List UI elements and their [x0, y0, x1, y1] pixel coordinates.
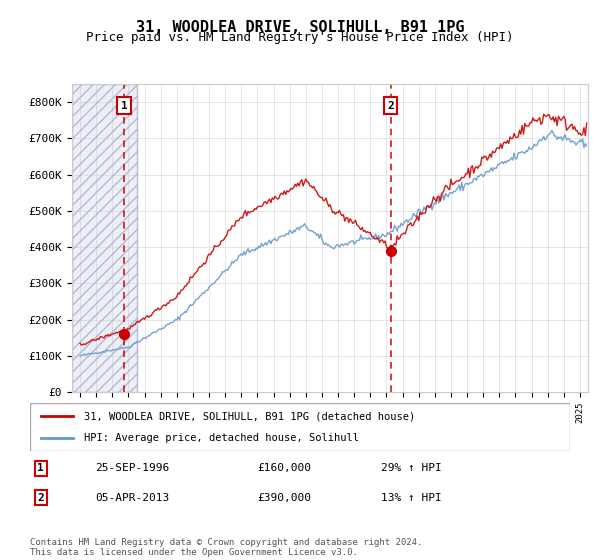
Text: 31, WOODLEA DRIVE, SOLIHULL, B91 1PG: 31, WOODLEA DRIVE, SOLIHULL, B91 1PG: [136, 20, 464, 35]
FancyBboxPatch shape: [30, 403, 570, 451]
Text: 1: 1: [121, 101, 127, 110]
Text: £390,000: £390,000: [257, 493, 311, 503]
Text: £160,000: £160,000: [257, 463, 311, 473]
Text: 2: 2: [387, 101, 394, 110]
Text: 1: 1: [37, 463, 44, 473]
Text: 05-APR-2013: 05-APR-2013: [95, 493, 169, 503]
Text: 13% ↑ HPI: 13% ↑ HPI: [381, 493, 442, 503]
Bar: [72, 84, 137, 392]
Text: Contains HM Land Registry data © Crown copyright and database right 2024.
This d: Contains HM Land Registry data © Crown c…: [30, 538, 422, 557]
Text: HPI: Average price, detached house, Solihull: HPI: Average price, detached house, Soli…: [84, 433, 359, 443]
Text: 25-SEP-1996: 25-SEP-1996: [95, 463, 169, 473]
Text: 2: 2: [37, 493, 44, 503]
Text: Price paid vs. HM Land Registry's House Price Index (HPI): Price paid vs. HM Land Registry's House …: [86, 31, 514, 44]
Text: 31, WOODLEA DRIVE, SOLIHULL, B91 1PG (detached house): 31, WOODLEA DRIVE, SOLIHULL, B91 1PG (de…: [84, 411, 415, 421]
Text: 29% ↑ HPI: 29% ↑ HPI: [381, 463, 442, 473]
Bar: [72, 84, 137, 392]
